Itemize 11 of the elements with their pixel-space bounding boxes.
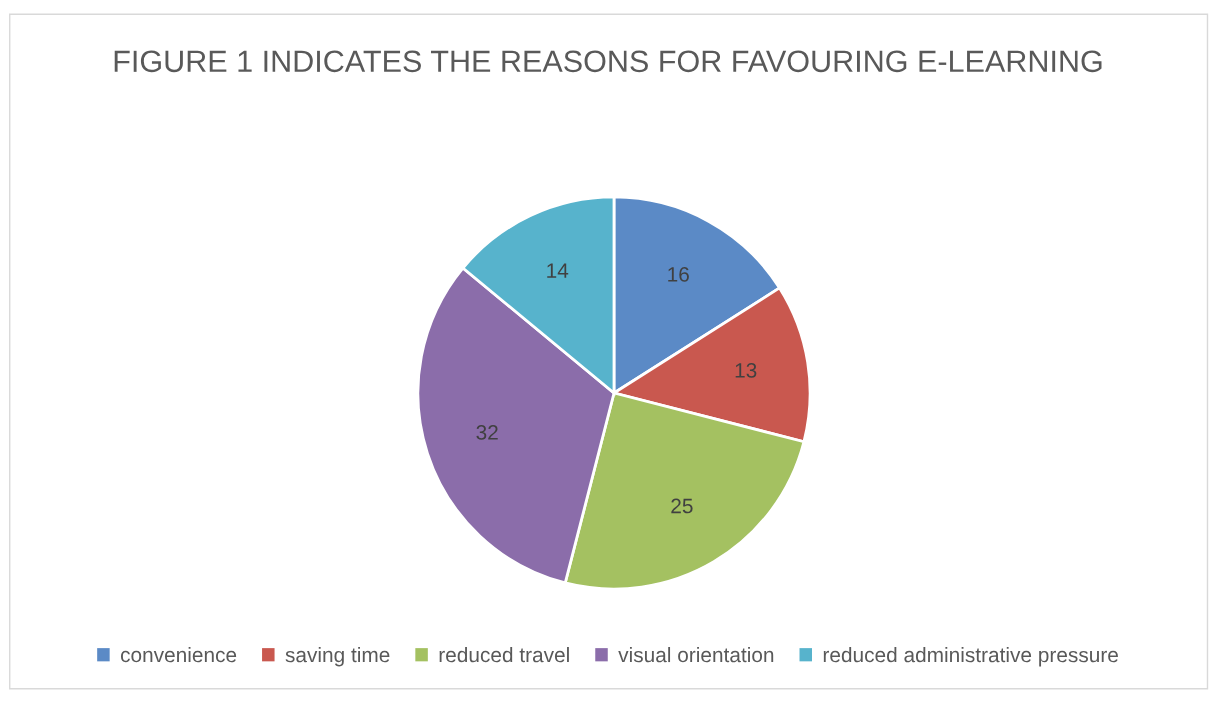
data-label: 25: [671, 498, 693, 514]
legend-label: reduced administrative pressure: [823, 646, 1118, 667]
legend-label: reduced travel: [439, 646, 569, 663]
data-label: 32: [476, 425, 498, 440]
legend-label: visual orientation: [618, 646, 774, 663]
legend-label: convenience: [120, 646, 237, 663]
data-label: 16: [668, 267, 689, 282]
legend-label: saving time: [285, 646, 390, 667]
data-label: 13: [735, 362, 757, 378]
chart-title: FIGURE 1 INDICATES THE REASONS FOR FAVOURING E-LEARNING: [114, 50, 1102, 73]
data-label: 14: [547, 263, 569, 278]
